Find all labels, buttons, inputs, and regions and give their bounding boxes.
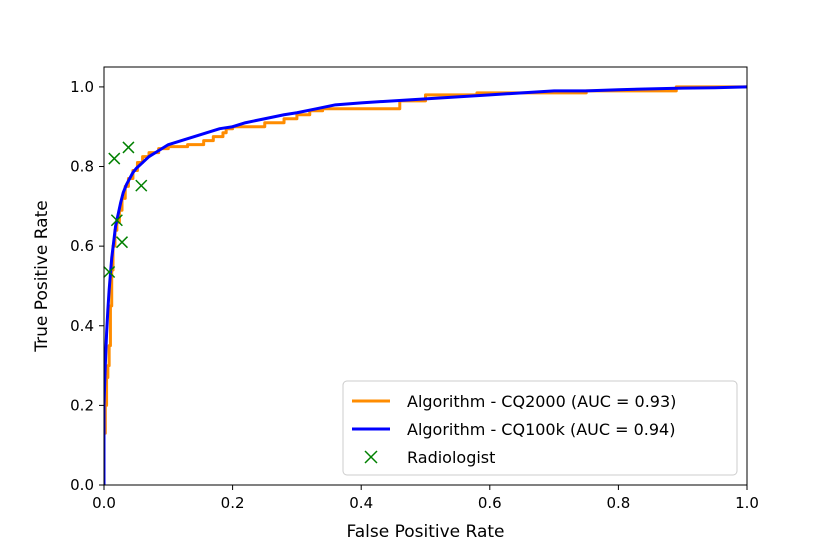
y-tick-label: 0.4	[70, 317, 94, 335]
x-tick-label: 0.8	[606, 494, 630, 512]
legend-label-cq2000: Algorithm - CQ2000 (AUC = 0.93)	[407, 392, 676, 411]
radiologist-point	[115, 236, 129, 249]
x-tick-label: 1.0	[735, 494, 759, 512]
y-axis-label: True Positive Rate	[32, 200, 52, 352]
legend-box	[342, 380, 738, 476]
x-axis: 0.0 0.2 0.4 0.6 0.8 1.0	[92, 485, 759, 512]
plot-markers	[103, 141, 148, 279]
y-tick-label: 0.8	[70, 158, 94, 176]
y-tick-label: 0.0	[70, 476, 94, 494]
legend: Algorithm - CQ2000 (AUC = 0.93) Algorith…	[342, 380, 738, 476]
plot-lines	[104, 85, 747, 485]
x-tick-label: 0.6	[478, 494, 502, 512]
y-tick-label: 1.0	[70, 78, 94, 96]
radiologist-point	[135, 179, 148, 192]
x-tick-label: 0.2	[221, 494, 245, 512]
y-axis: 0.0 0.2 0.4 0.6 0.8 1.0	[70, 78, 104, 494]
legend-label-cq100k: Algorithm - CQ100k (AUC = 0.94)	[407, 420, 675, 439]
x-tick-label: 0.4	[349, 494, 373, 512]
x-tick-label: 0.0	[92, 494, 116, 512]
series-line-1	[104, 85, 747, 485]
series-line-0	[104, 85, 747, 485]
y-tick-label: 0.6	[70, 237, 94, 255]
legend-swatch-radiologist	[364, 450, 378, 464]
radiologist-point	[103, 265, 116, 279]
legend-label-radiologist: Radiologist	[407, 448, 495, 467]
radiologist-point	[108, 152, 121, 165]
plot-frame	[103, 66, 748, 486]
radiologist-point	[110, 214, 123, 227]
x-axis-label: False Positive Rate	[347, 522, 505, 542]
radiologist-point	[122, 141, 135, 154]
y-tick-label: 0.2	[70, 396, 94, 414]
legend-x-marker	[364, 450, 378, 464]
